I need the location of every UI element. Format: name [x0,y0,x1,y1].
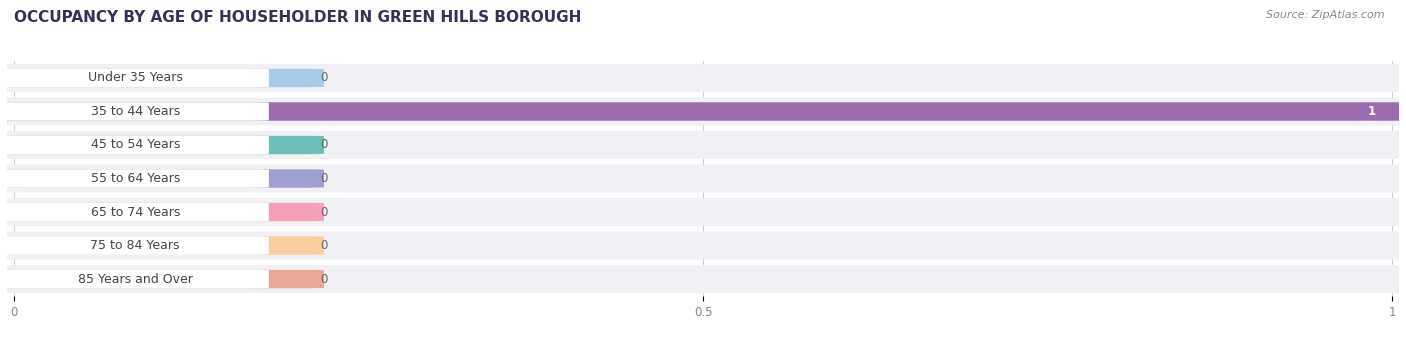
FancyBboxPatch shape [0,165,1406,192]
Text: 1: 1 [1368,105,1375,118]
FancyBboxPatch shape [0,98,1406,125]
Text: 65 to 74 Years: 65 to 74 Years [90,205,180,219]
Text: 75 to 84 Years: 75 to 84 Years [90,239,180,252]
FancyBboxPatch shape [0,198,1406,226]
FancyBboxPatch shape [0,69,323,87]
Text: 55 to 64 Years: 55 to 64 Years [90,172,180,185]
Text: 0: 0 [321,71,328,84]
FancyBboxPatch shape [0,232,1406,259]
Text: 0: 0 [321,273,328,286]
FancyBboxPatch shape [0,131,1406,159]
FancyBboxPatch shape [0,203,323,221]
FancyBboxPatch shape [0,236,269,255]
FancyBboxPatch shape [0,102,1406,121]
FancyBboxPatch shape [0,203,269,221]
Text: 0: 0 [321,138,328,152]
FancyBboxPatch shape [0,169,269,188]
FancyBboxPatch shape [0,169,323,188]
Text: OCCUPANCY BY AGE OF HOUSEHOLDER IN GREEN HILLS BOROUGH: OCCUPANCY BY AGE OF HOUSEHOLDER IN GREEN… [14,10,582,25]
FancyBboxPatch shape [0,136,269,154]
FancyBboxPatch shape [0,270,323,288]
Text: Source: ZipAtlas.com: Source: ZipAtlas.com [1267,10,1385,20]
FancyBboxPatch shape [0,265,1406,293]
Text: Under 35 Years: Under 35 Years [87,71,183,84]
FancyBboxPatch shape [0,136,323,154]
Text: 0: 0 [321,239,328,252]
Text: 35 to 44 Years: 35 to 44 Years [90,105,180,118]
Text: 0: 0 [321,172,328,185]
FancyBboxPatch shape [0,64,1406,92]
FancyBboxPatch shape [0,270,269,288]
FancyBboxPatch shape [0,69,269,87]
Text: 45 to 54 Years: 45 to 54 Years [90,138,180,152]
Text: 0: 0 [321,205,328,219]
Text: 85 Years and Over: 85 Years and Over [77,273,193,286]
FancyBboxPatch shape [0,236,323,255]
FancyBboxPatch shape [0,102,269,121]
